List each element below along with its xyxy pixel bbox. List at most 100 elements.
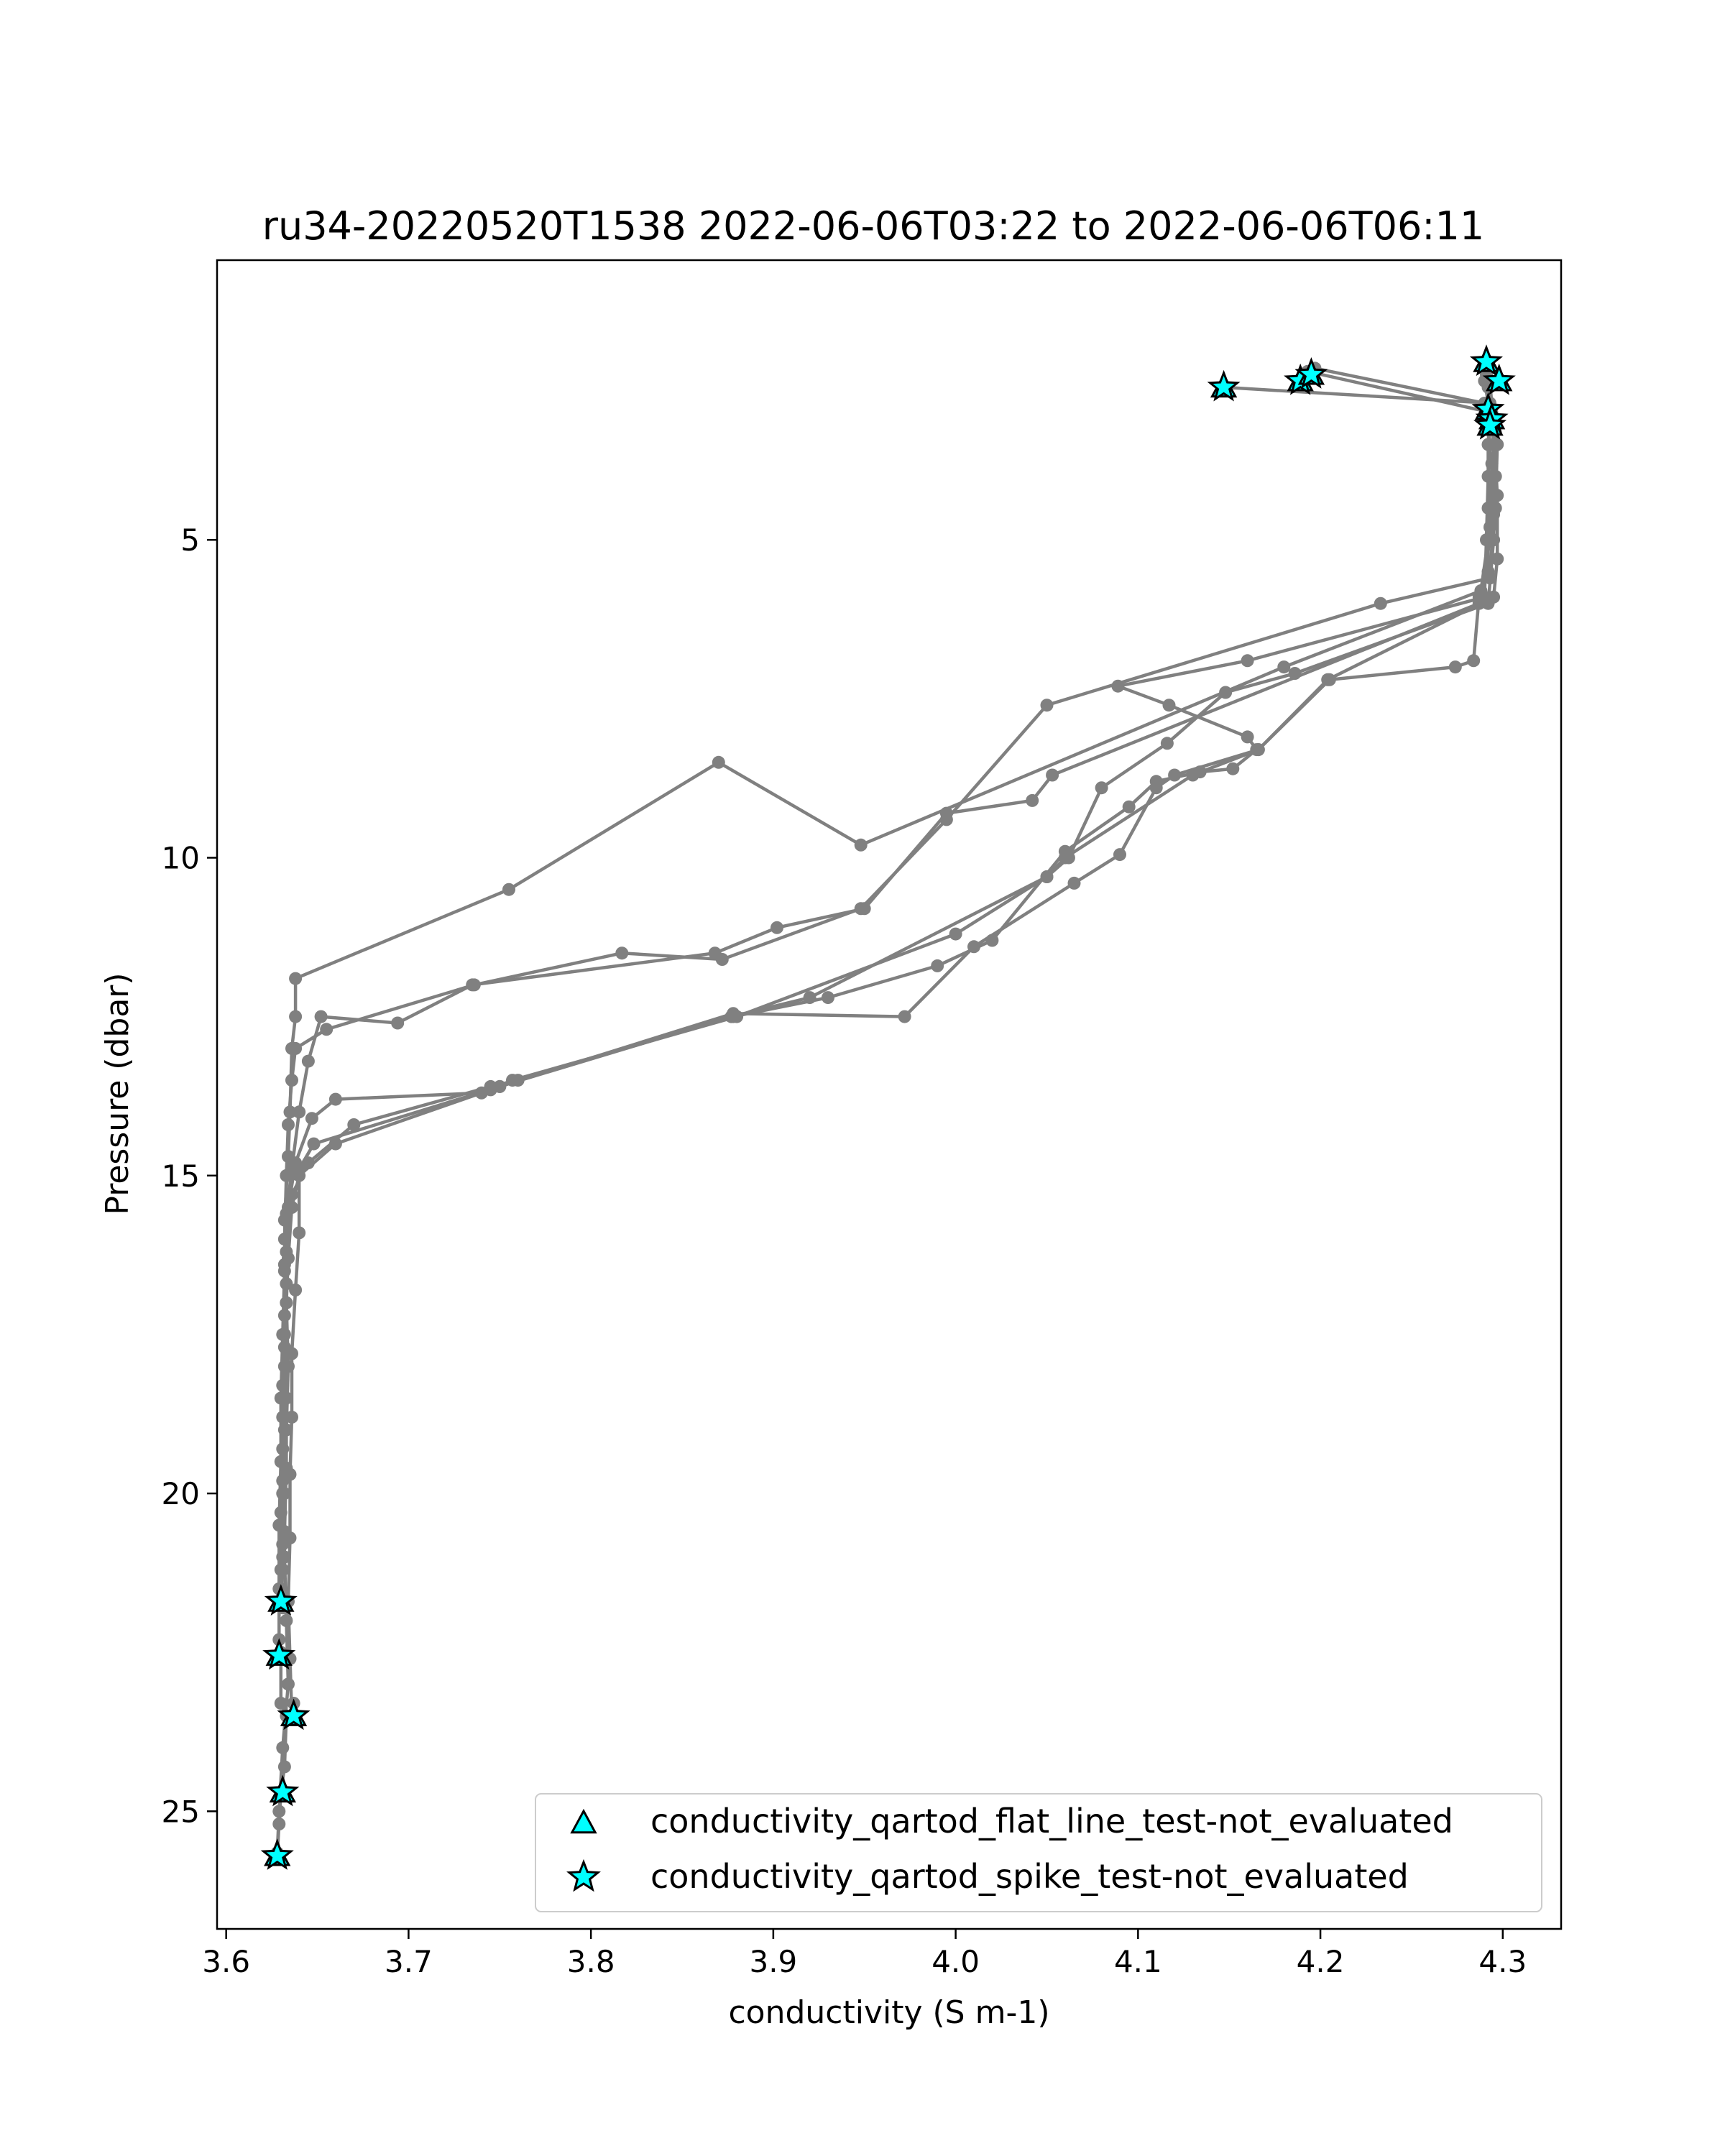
x-tick-label: 4.3 bbox=[1478, 1944, 1527, 1979]
data-point bbox=[301, 1054, 315, 1068]
data-point bbox=[502, 883, 515, 896]
data-point bbox=[1168, 768, 1182, 782]
data-point bbox=[1226, 762, 1240, 775]
data-point bbox=[328, 1137, 342, 1151]
plot-frame bbox=[216, 259, 1563, 1930]
data-point bbox=[1467, 654, 1481, 668]
legend-label-spike: conductivity_qartod_spike_test-not_evalu… bbox=[650, 1857, 1409, 1896]
legend-star-marker bbox=[566, 1858, 601, 1892]
data-point bbox=[289, 1284, 303, 1296]
data-point bbox=[289, 1010, 303, 1023]
series-layer bbox=[270, 355, 1504, 1863]
data-point bbox=[1122, 800, 1136, 814]
chart-title: ru34-20220520T1538 2022-06-06T03:22 to 2… bbox=[262, 203, 1484, 249]
data-point bbox=[293, 1226, 306, 1240]
data-point bbox=[939, 813, 953, 826]
data-point bbox=[1484, 571, 1496, 585]
data-point bbox=[282, 1677, 295, 1691]
data-point bbox=[803, 991, 816, 1005]
legend-triangle-marker bbox=[570, 1808, 597, 1834]
data-point bbox=[272, 1805, 286, 1818]
data-point bbox=[1113, 848, 1126, 862]
x-tick-label: 4.0 bbox=[932, 1944, 980, 1979]
data-point bbox=[277, 1423, 291, 1437]
data-point bbox=[1186, 768, 1200, 782]
x-tick-label: 3.6 bbox=[202, 1944, 250, 1979]
x-axis-label: conductivity (S m-1) bbox=[728, 1994, 1049, 2031]
spike-flag-marker bbox=[1294, 356, 1328, 389]
data-point bbox=[347, 1118, 361, 1131]
data-point bbox=[822, 991, 834, 1005]
y-axis-label: Pressure (dbar) bbox=[99, 972, 136, 1215]
data-point bbox=[293, 1162, 306, 1176]
data-point bbox=[615, 946, 629, 960]
profile-line-6 bbox=[279, 367, 1494, 1608]
data-point bbox=[1040, 699, 1054, 712]
data-point bbox=[328, 1092, 342, 1106]
data-point bbox=[1487, 590, 1501, 604]
data-point bbox=[320, 1023, 334, 1036]
y-tick-label: 20 bbox=[162, 1476, 200, 1511]
legend: conductivity_qartod_flat_line_test-not_e… bbox=[535, 1793, 1542, 1912]
data-point bbox=[1026, 793, 1039, 807]
data-point bbox=[854, 902, 868, 916]
data-point bbox=[280, 1614, 293, 1627]
legend-triangle-shape bbox=[570, 1808, 597, 1834]
data-point bbox=[949, 927, 962, 941]
data-point bbox=[280, 1277, 293, 1291]
data-point bbox=[282, 1150, 295, 1164]
data-point bbox=[715, 953, 729, 966]
data-point bbox=[285, 1410, 298, 1424]
spike-flag-marker bbox=[262, 1638, 296, 1670]
data-point bbox=[854, 838, 868, 852]
data-point bbox=[1448, 660, 1462, 674]
data-point bbox=[314, 1010, 328, 1023]
data-point bbox=[712, 755, 725, 769]
data-point bbox=[272, 1818, 286, 1830]
spike-flag-marker bbox=[264, 1584, 298, 1616]
data-point bbox=[1474, 584, 1488, 597]
data-point bbox=[898, 1010, 911, 1023]
data-point bbox=[1241, 654, 1254, 668]
data-point bbox=[1241, 730, 1254, 744]
data-point bbox=[724, 1010, 738, 1023]
y-axis-ticks: 5 10 15 20 25 bbox=[162, 522, 217, 1829]
data-point bbox=[391, 1016, 405, 1030]
data-point bbox=[285, 1347, 298, 1360]
data-point bbox=[1491, 552, 1504, 566]
x-tick-label: 4.2 bbox=[1297, 1944, 1345, 1979]
data-point bbox=[1046, 768, 1059, 782]
data-point bbox=[283, 1531, 297, 1544]
legend-label-flat-line: conductivity_qartod_flat_line_test-not_e… bbox=[650, 1802, 1453, 1841]
data-point bbox=[467, 978, 481, 992]
spike-flag-marker bbox=[1207, 369, 1241, 402]
data-point bbox=[493, 1079, 507, 1093]
data-point bbox=[274, 1697, 288, 1710]
data-point bbox=[285, 1041, 298, 1055]
y-tick-label: 10 bbox=[162, 840, 200, 875]
flag-marker-layer bbox=[260, 344, 1516, 1870]
data-point bbox=[1321, 673, 1335, 686]
spike-flag-marker bbox=[260, 1838, 294, 1870]
data-point bbox=[1067, 876, 1081, 890]
x-tick-label: 3.7 bbox=[385, 1944, 433, 1979]
spike-flag-marker bbox=[266, 1774, 300, 1807]
data-point bbox=[770, 921, 783, 934]
x-tick-label: 3.8 bbox=[567, 1944, 615, 1979]
spike-flag-marker bbox=[1473, 407, 1507, 440]
data-point bbox=[1277, 660, 1291, 674]
data-point bbox=[967, 940, 980, 954]
data-point bbox=[293, 1105, 306, 1119]
data-point bbox=[283, 1105, 297, 1119]
y-tick-label: 5 bbox=[180, 522, 200, 558]
spike-flag-marker bbox=[277, 1698, 310, 1731]
data-point bbox=[305, 1112, 318, 1125]
data-point bbox=[283, 1468, 297, 1481]
x-tick-label: 3.9 bbox=[749, 1944, 797, 1979]
data-point bbox=[307, 1137, 321, 1151]
data-point bbox=[1095, 781, 1108, 795]
data-point bbox=[277, 1760, 291, 1774]
data-point bbox=[1374, 596, 1387, 610]
legend-star-shape bbox=[566, 1858, 601, 1892]
